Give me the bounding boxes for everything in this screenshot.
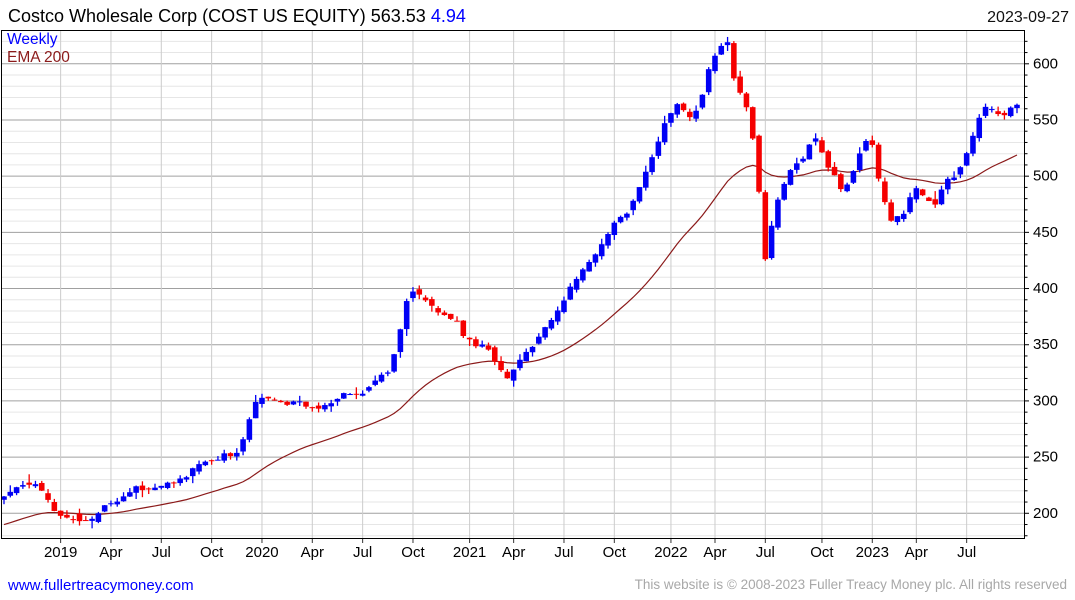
svg-text:450: 450 <box>1033 224 1058 241</box>
svg-text:2021: 2021 <box>453 544 486 561</box>
svg-text:Jul: Jul <box>756 544 775 561</box>
svg-text:2023: 2023 <box>856 544 889 561</box>
svg-text:Oct: Oct <box>200 544 224 561</box>
svg-text:300: 300 <box>1033 392 1058 409</box>
svg-text:Jul: Jul <box>353 544 372 561</box>
svg-text:550: 550 <box>1033 111 1058 128</box>
svg-text:500: 500 <box>1033 168 1058 185</box>
svg-text:Jul: Jul <box>957 544 976 561</box>
svg-text:600: 600 <box>1033 55 1058 72</box>
svg-text:Apr: Apr <box>905 544 928 561</box>
svg-text:Weekly: Weekly <box>7 31 58 48</box>
svg-text:Oct: Oct <box>401 544 425 561</box>
svg-text:2022: 2022 <box>654 544 687 561</box>
svg-text:Apr: Apr <box>99 544 122 561</box>
svg-text:250: 250 <box>1033 449 1058 466</box>
svg-text:Apr: Apr <box>502 544 525 561</box>
svg-text:Oct: Oct <box>810 544 834 561</box>
svg-text:Jul: Jul <box>554 544 573 561</box>
svg-text:2019: 2019 <box>44 544 77 561</box>
svg-text:Oct: Oct <box>603 544 627 561</box>
svg-text:EMA 200: EMA 200 <box>7 49 70 66</box>
svg-text:350: 350 <box>1033 336 1058 353</box>
svg-text:400: 400 <box>1033 280 1058 297</box>
svg-text:Jul: Jul <box>152 544 171 561</box>
svg-text:200: 200 <box>1033 505 1058 522</box>
svg-text:Apr: Apr <box>301 544 324 561</box>
svg-text:Apr: Apr <box>703 544 726 561</box>
svg-text:2020: 2020 <box>245 544 278 561</box>
